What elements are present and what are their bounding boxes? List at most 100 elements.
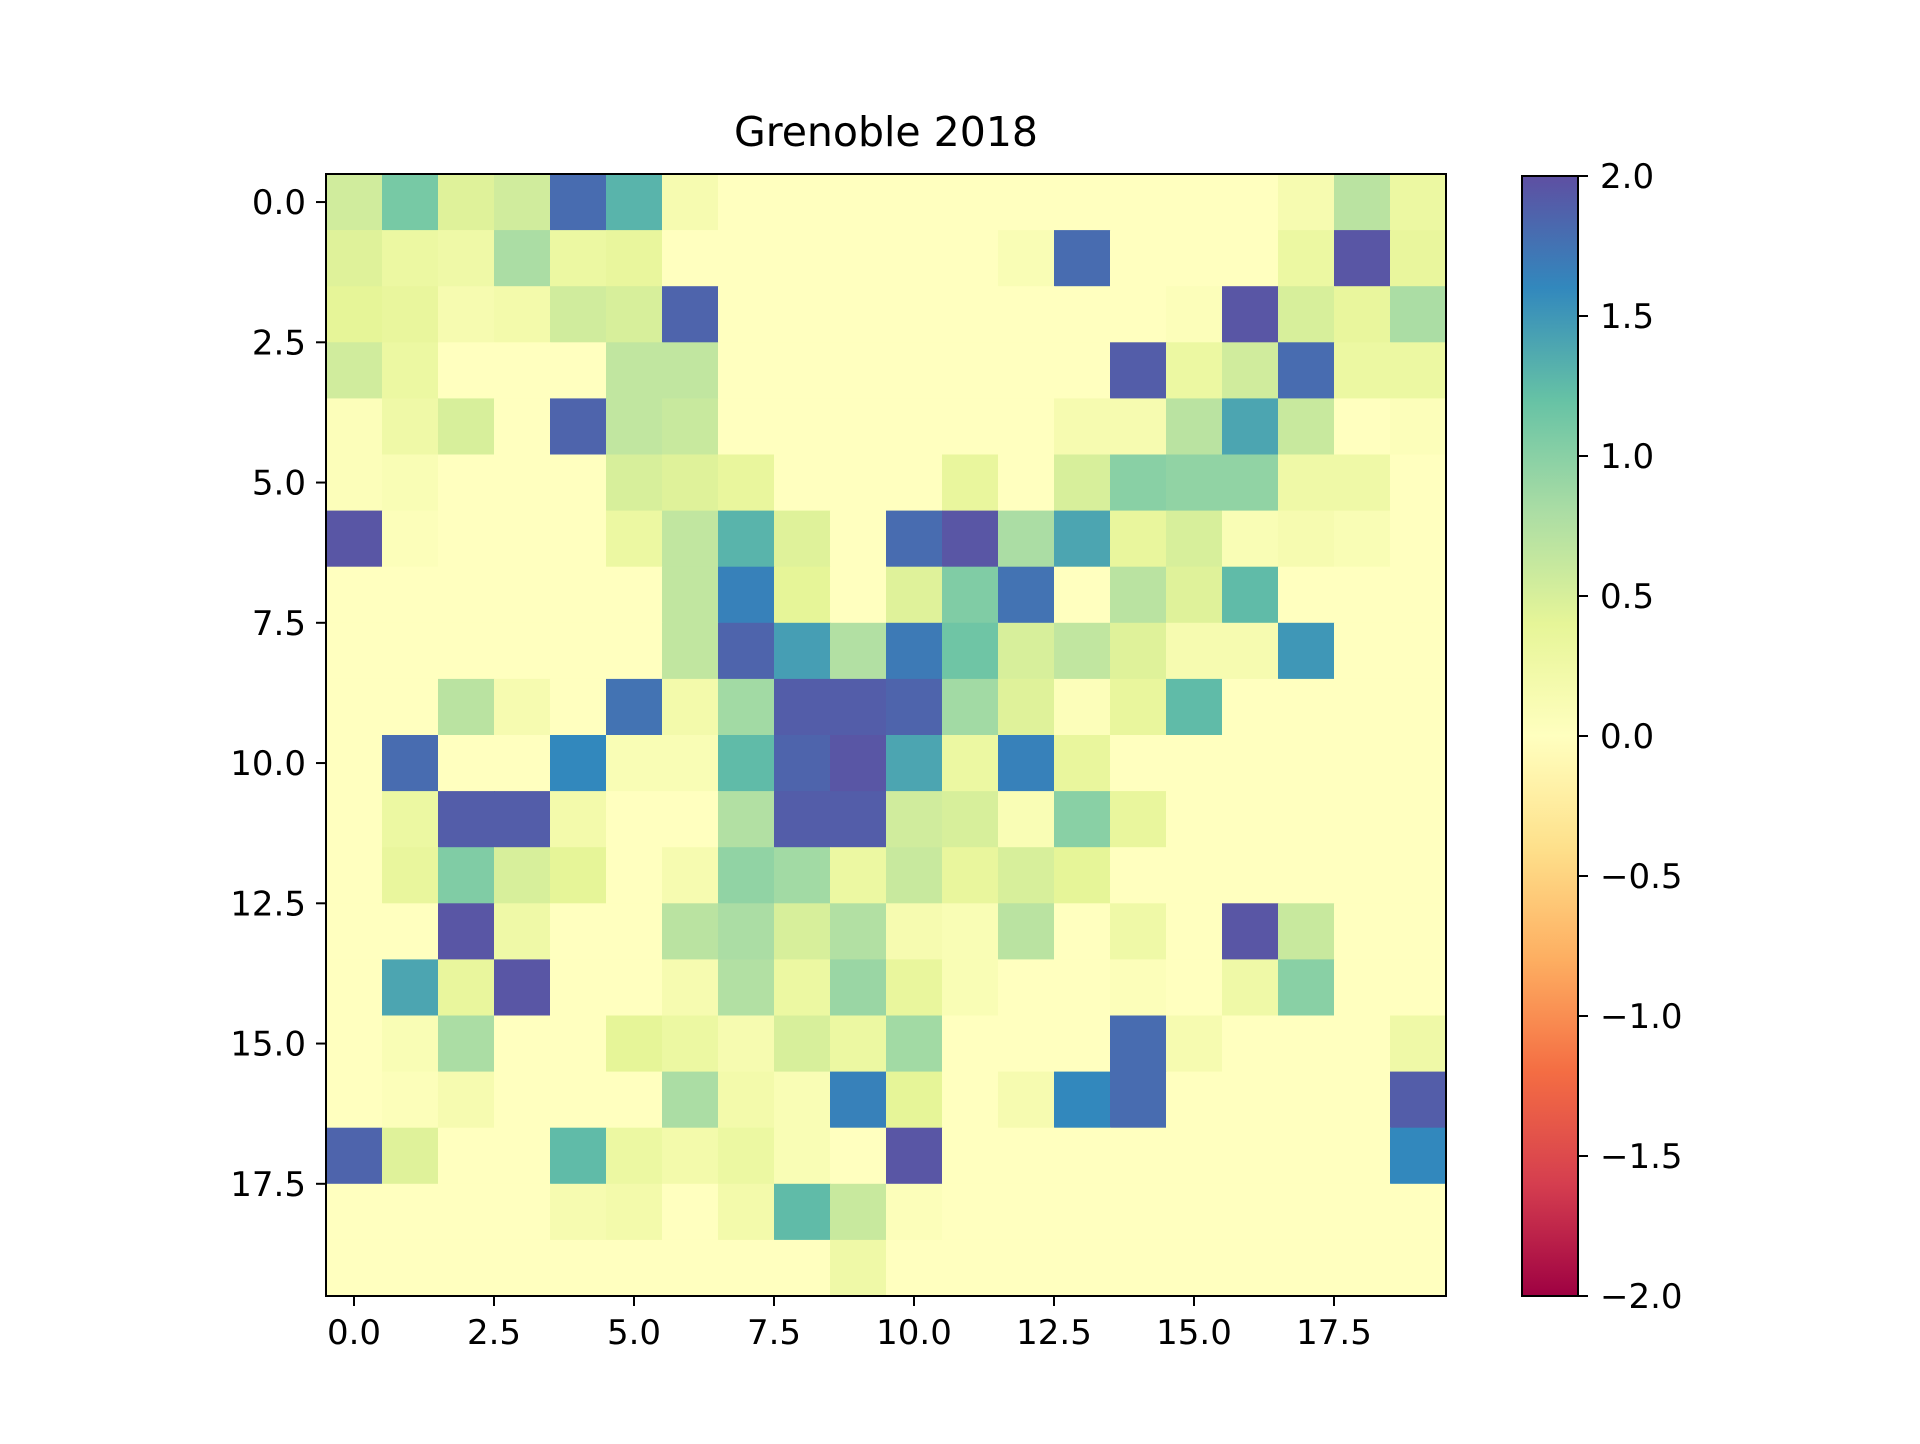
- heatmap-cell: [382, 1015, 439, 1073]
- heatmap-cell: [998, 454, 1055, 512]
- heatmap-cell: [998, 622, 1055, 680]
- heatmap-cell: [550, 174, 607, 231]
- heatmap-cell: [1278, 791, 1335, 848]
- colorbar-axis: 2.0 1.5 1.0 0.5 0.0 −0.5 −1.0 −1.5 −2.0: [1578, 157, 1683, 1317]
- heatmap-cell: [830, 566, 887, 624]
- heatmap-cell: [998, 1183, 1055, 1241]
- y-tick-label: 10.0: [230, 744, 306, 784]
- heatmap-cell: [494, 454, 551, 512]
- heatmap-cell: [606, 903, 663, 960]
- chart-title: Grenoble 2018: [734, 108, 1038, 156]
- heatmap-cell: [662, 903, 719, 960]
- heatmap-cell: [1054, 1015, 1111, 1073]
- x-axis: 0.0 2.5 5.0 7.5 10.0 12.5 15.0 17.5: [327, 1296, 1372, 1353]
- colorbar-tick-label: −2.0: [1600, 1277, 1683, 1317]
- heatmap-cell: [550, 678, 607, 736]
- heatmap-cell: [382, 1183, 439, 1241]
- heatmap-cell: [1334, 230, 1391, 287]
- heatmap-cell: [1222, 174, 1279, 231]
- heatmap-cell: [1110, 622, 1167, 680]
- heatmap-cell: [1054, 622, 1111, 680]
- heatmap-cell: [1334, 398, 1391, 456]
- heatmap-cell: [718, 903, 775, 960]
- heatmap-cell: [382, 847, 439, 904]
- y-tick-label: 5.0: [252, 464, 306, 504]
- heatmap-cell: [718, 510, 775, 568]
- heatmap-cell: [1166, 903, 1223, 960]
- heatmap-cell: [830, 342, 887, 399]
- heatmap-cell: [326, 847, 383, 904]
- x-tick-label: 10.0: [876, 1313, 952, 1353]
- heatmap-cell: [382, 398, 439, 456]
- heatmap-cell: [662, 342, 719, 399]
- heatmap-cell: [998, 174, 1055, 231]
- heatmap-cell: [382, 286, 439, 343]
- heatmap-cell: [1166, 1015, 1223, 1073]
- heatmap-cell: [606, 678, 663, 736]
- heatmap-cell: [886, 174, 943, 231]
- heatmap-cell: [774, 454, 831, 512]
- heatmap-cell: [606, 398, 663, 456]
- heatmap-cell: [550, 791, 607, 848]
- heatmap-cell: [830, 903, 887, 960]
- heatmap-cell: [1166, 791, 1223, 848]
- heatmap-cell: [1390, 903, 1447, 960]
- heatmap-cell: [1390, 622, 1447, 680]
- colorbar-tick-label: 1.5: [1600, 297, 1654, 337]
- heatmap-cell: [1110, 791, 1167, 848]
- heatmap-cell: [942, 510, 999, 568]
- heatmap-cell: [1166, 566, 1223, 624]
- heatmap-cell: [382, 1071, 439, 1129]
- heatmap-cell: [1278, 454, 1335, 512]
- heatmap-cell: [1054, 454, 1111, 512]
- heatmap-cell: [1390, 1071, 1447, 1129]
- heatmap-cell: [1166, 342, 1223, 399]
- heatmap-cell: [1110, 678, 1167, 736]
- heatmap-cell: [1222, 286, 1279, 343]
- heatmap-cell: [1334, 1015, 1391, 1073]
- heatmap-cell: [1222, 1071, 1279, 1129]
- y-tick-label: 0.0: [252, 183, 306, 223]
- heatmap-cell: [1278, 678, 1335, 736]
- heatmap-cell: [1278, 903, 1335, 960]
- heatmap-cell: [1110, 1071, 1167, 1129]
- heatmap-cell: [606, 622, 663, 680]
- heatmap-cell: [1278, 847, 1335, 904]
- heatmap-cell: [606, 174, 663, 231]
- heatmap-cell: [886, 1239, 943, 1297]
- heatmap-cell: [494, 1183, 551, 1241]
- heatmap-cell: [382, 735, 439, 792]
- heatmap-cell: [382, 566, 439, 624]
- heatmap-cell: [718, 286, 775, 343]
- heatmap-cell: [382, 230, 439, 287]
- heatmap-cell: [886, 791, 943, 848]
- heatmap-cell: [1278, 286, 1335, 343]
- heatmap-cell: [830, 454, 887, 512]
- heatmap-cell: [1278, 1071, 1335, 1129]
- heatmap-cell: [1278, 510, 1335, 568]
- heatmap-cell: [998, 1071, 1055, 1129]
- heatmap-cell: [774, 566, 831, 624]
- heatmap-cell: [550, 1015, 607, 1073]
- heatmap-cell: [494, 286, 551, 343]
- heatmap-cell: [998, 1127, 1055, 1185]
- heatmap-cell: [718, 1183, 775, 1241]
- heatmap-cell: [1278, 1183, 1335, 1241]
- heatmap-cell: [886, 735, 943, 792]
- heatmap-cell: [942, 566, 999, 624]
- heatmap-cell: [494, 398, 551, 456]
- heatmap-cell: [1390, 1239, 1447, 1297]
- heatmap-cell: [830, 678, 887, 736]
- heatmap-cell: [1278, 1239, 1335, 1297]
- heatmap-cell: [1166, 1183, 1223, 1241]
- heatmap-cell: [998, 791, 1055, 848]
- heatmap-cell: [1166, 1071, 1223, 1129]
- heatmap-cell: [718, 847, 775, 904]
- heatmap-cell: [382, 1127, 439, 1185]
- heatmap-cell: [662, 286, 719, 343]
- colorbar-tick-label: 0.5: [1600, 577, 1654, 617]
- heatmap-cell: [1222, 622, 1279, 680]
- heatmap-cell: [774, 510, 831, 568]
- heatmap-cell: [1110, 1015, 1167, 1073]
